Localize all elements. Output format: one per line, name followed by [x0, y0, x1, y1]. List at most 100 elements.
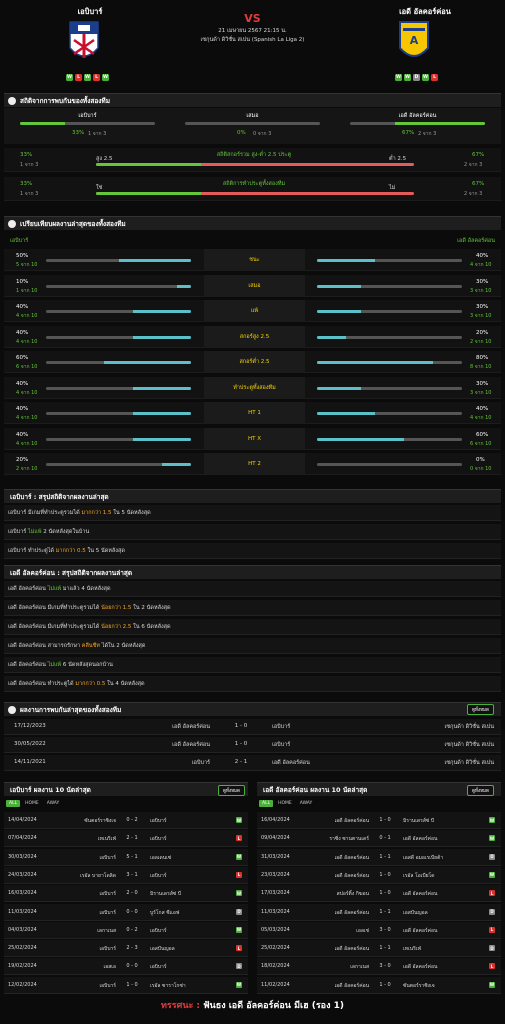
vs-label: VS: [244, 12, 261, 25]
last10-row[interactable]: 18/02/2024 เลกาเนส 3 - 0 เอดี อัลคอร์ค่อน L: [257, 958, 501, 976]
left-bar: [46, 259, 191, 262]
tab-away[interactable]: AWAY: [46, 801, 60, 806]
last10-row[interactable]: 09/04/2024 ราซิ่ง ซานตานเดร์ 0 - 1 เอดี อัล…: [257, 830, 501, 848]
match-score: 1 - 1: [379, 853, 391, 860]
form-badge: W: [66, 74, 73, 81]
last10-row[interactable]: 04/03/2024 เลกาเนส 0 - 2 เอบิบาร์ W: [4, 921, 248, 939]
summary-segment: น้อยกว่า 2.5: [101, 623, 132, 630]
section-title: สถิติจากการพบกันของทั้งสองทีม: [20, 96, 110, 105]
match-home: เอดี อัลคอร์ค่อน: [334, 854, 369, 861]
match-home: เรอัล บายาโดลิด: [79, 872, 116, 879]
right-bar: [317, 310, 462, 313]
home-last10-view-all-button[interactable]: ดูทั้งหมด: [218, 785, 245, 796]
match-date: 30/03/2024: [8, 853, 37, 860]
bar-fill: [317, 361, 433, 364]
compare-label: แพ้: [204, 300, 305, 322]
btts-bar: [96, 192, 414, 195]
last10-row[interactable]: 31/03/2024 เอดี อัลคอร์ค่อน 1 - 1 เอสดี อมอ…: [257, 848, 501, 866]
match-league: เซกุนด้า ดิวิชั่น สเปน: [444, 742, 495, 748]
away-last10-view-all-button[interactable]: ดูทั้งหมด: [467, 785, 494, 796]
h2h-result-row[interactable]: 30/05/2022 เอดี อัลคอร์ค่อน 1 - 0 เอบิบาร์ เ…: [4, 737, 501, 753]
match-home: เอบิบาร์: [99, 982, 116, 989]
match-away: เอบิบาร์: [150, 964, 167, 971]
last10-row[interactable]: 11/03/2024 เอดี อัลคอร์ค่อน 1 - 1 เอสปันญอล…: [257, 903, 501, 921]
right-pct: 30%: [476, 380, 489, 387]
match-away: เรอัล ซาราโกซ่า: [150, 982, 186, 989]
h2h-result-row[interactable]: 17/12/2023 เอดี อัลคอร์ค่อน 1 - 0 เอบิบาร์ เ…: [4, 719, 501, 735]
tab-home[interactable]: HOME: [278, 801, 292, 806]
last10-row[interactable]: 12/02/2024 เอบิบาร์ 1 - 0 เรอัล ซาราโกซ่า W: [4, 976, 248, 994]
last10-row[interactable]: 11/02/2024 เอดี อัลคอร์ค่อน 1 - 0 ซันตอร์รา…: [257, 976, 501, 994]
tab-home[interactable]: HOME: [25, 801, 39, 806]
summary-segment: เอดี อัลคอร์ค่อน มีเกมที่ทำประตูรวมได้: [8, 623, 102, 630]
right-pct: 30%: [476, 278, 489, 285]
compare-home-label: เอบิบาร์: [10, 238, 29, 244]
match-score: 2 - 1: [234, 759, 248, 765]
soccer-ball-icon: [8, 706, 16, 714]
result-badge: W: [489, 835, 495, 842]
last10-row[interactable]: 11/03/2024 เอบิบาร์ 0 - 0 บูร์โกส ซีแอฟ D: [4, 903, 248, 921]
bar-fill: [104, 361, 191, 364]
last10-row[interactable]: 19/02/2024 เอสเอ 0 - 0 เอบิบาร์ D: [4, 958, 248, 976]
match-date: 25/02/2024: [261, 945, 290, 952]
prediction: ทรรศนะ : ฟันธง เอดี อัลคอร์ค่อน มีเฮ (รอ…: [0, 998, 505, 1012]
last10-row[interactable]: 16/03/2024 เอบิบาร์ 2 - 0 มิรานเดรส์ซ่ บี W: [4, 885, 248, 903]
last10-row[interactable]: 07/04/2024 เทเนริเฟ่ 2 - 1 เอบิบาร์ L: [4, 830, 248, 848]
last10-row[interactable]: 25/02/2024 เอดี อัลคอร์ค่อน 1 - 1 เทเนริเฟ่…: [257, 940, 501, 958]
right-bar: [317, 437, 462, 441]
left-count: 2 จาก 10: [16, 466, 38, 472]
match-away: เทเนริเฟ่: [403, 946, 422, 953]
result-badge: W: [236, 817, 242, 823]
left-count: 1 จาก 3: [20, 191, 39, 197]
btts-row: 33% 1 จาก 3 ใช่ สถิติการทำประตูทั้งสองทีม ไม…: [4, 177, 501, 201]
right-pct: 67%: [472, 152, 485, 158]
right-pct: 40%: [476, 253, 489, 259]
compare-label: สกอร์สูง 2.5: [204, 325, 305, 348]
last10-row[interactable]: 05/03/2024 เอลเช่ 3 - 0 เอดี อัลคอร์ค่อน L: [257, 921, 501, 939]
match-date: 11/03/2024: [8, 908, 37, 915]
soccer-ball-icon: [8, 97, 16, 105]
last10-row[interactable]: 23/03/2024 เอดี อัลคอร์ค่อน 1 - 0 เรอัล โอเ…: [257, 866, 501, 884]
match-date: 24/03/2024: [8, 871, 37, 878]
h2h-col-bar: [185, 122, 320, 125]
left-label: สูง 2.5: [96, 156, 113, 162]
match-score: 1 - 0: [379, 890, 391, 897]
right-count: 3 จาก 10: [470, 313, 492, 319]
right-pct: 30%: [476, 304, 489, 310]
section-title: เอบิบาร์ ผลงาน 10 นัดล่าสุด: [10, 785, 91, 794]
match-away: เอบิบาร์: [150, 927, 167, 934]
match-score: 1 - 0: [379, 817, 391, 823]
left-pct: 40%: [16, 380, 29, 387]
tab-away[interactable]: AWAY: [299, 801, 313, 806]
last10-row[interactable]: 30/03/2024 เอบิบาร์ 5 - 1 เอลเดนเซ่ W: [4, 848, 248, 866]
left-bar: [46, 335, 191, 339]
last10-row[interactable]: 24/03/2024 เรอัล บายาโดลิด 3 - 1 เอบิบาร์ L: [4, 866, 248, 884]
match-score: 3 - 0: [379, 963, 391, 970]
h2h-result-row[interactable]: 14/11/2021 เอบิบาร์ 2 - 1 เอดี อัลคอร์ค่อน เ…: [4, 755, 501, 771]
last10-row[interactable]: 17/03/2024 สปอร์ติ้ง กิฆอน 1 - 0 เอดี อัลคอ…: [257, 885, 501, 903]
left-bar: [46, 310, 191, 313]
last10-row[interactable]: 25/02/2024 เอบิบาร์ 2 - 3 เอสปันญอล L: [4, 940, 248, 958]
match-score: 1 - 0: [234, 723, 248, 729]
summary-segment: ใน 6 นัดหลังสุด: [131, 623, 171, 630]
tab-all[interactable]: ALL: [259, 800, 274, 807]
summary-line: เอดี อัลคอร์ค่อน มีเกมที่ทำประตูรวมได้ น…: [4, 600, 501, 616]
match-away: บูร์โกส ซีแอฟ: [150, 909, 180, 916]
result-badge: L: [236, 835, 242, 842]
summary-line: เอดี อัลคอร์ค่อน ทำประตูได้ มากกว่า 0.5 …: [4, 676, 501, 692]
last10-row[interactable]: 14/04/2024 ซันตอร์ราซิงเจ 0 - 2 เอบิบาร์ W: [4, 812, 248, 829]
match-date: 04/03/2024: [8, 926, 37, 933]
compare-row: 10% 1 จาก 10 เสมอ 30% 3 จาก 10: [4, 274, 501, 297]
left-pct: 20%: [16, 457, 29, 463]
result-badge: L: [489, 926, 495, 933]
match-date: 17/12/2023: [14, 723, 46, 729]
right-count: 2 จาก 10: [470, 338, 492, 345]
tab-all[interactable]: ALL: [6, 800, 21, 807]
last10-row[interactable]: 16/04/2024 เอดี อัลคอร์ค่อน 1 - 0 มิรานเดรส…: [257, 812, 501, 829]
h2h-view-all-button[interactable]: ดูทั้งหมด: [467, 704, 494, 715]
h2h-col-count: 2 จาก 3: [418, 131, 437, 137]
section-title: เอบิบาร์ : สรุปสถิติจากผลงานล่าสุด: [10, 492, 109, 501]
match-score: 0 - 1: [379, 835, 391, 842]
match-date: 16/04/2024: [261, 817, 290, 823]
